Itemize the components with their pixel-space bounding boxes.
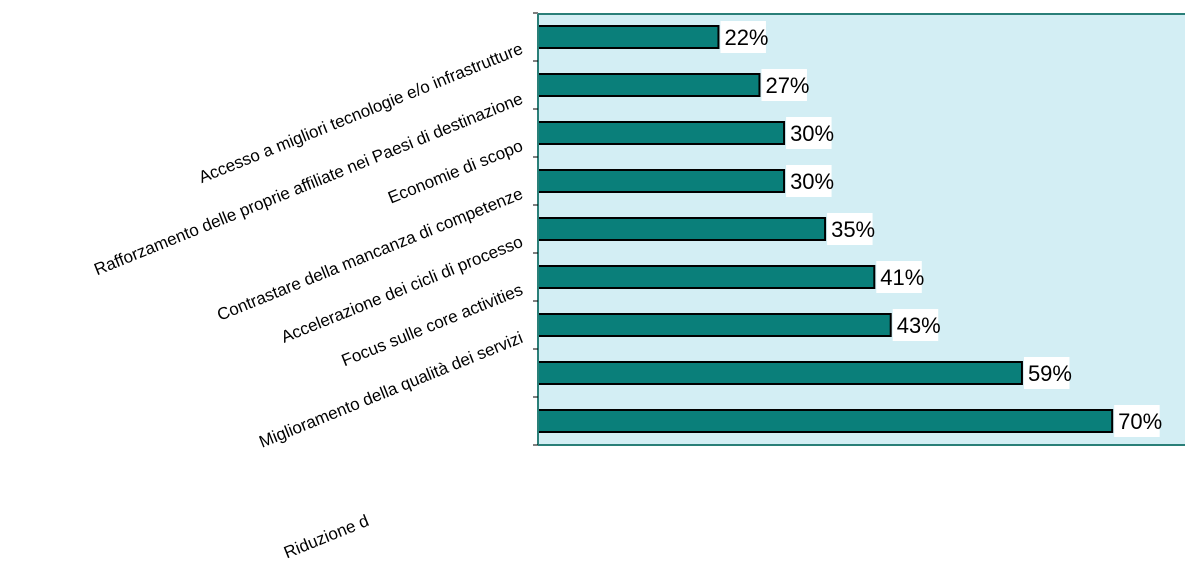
bar — [537, 121, 786, 145]
bar — [537, 25, 720, 49]
value-label-bg — [876, 261, 922, 293]
axes-group — [533, 12, 1185, 446]
bar — [537, 409, 1114, 433]
bar — [537, 361, 1023, 385]
value-labels-group: 22% 27% 30% 30% 35%41% 43% 59% 70% — [720, 21, 1162, 437]
value-label: 30% — [790, 121, 834, 146]
bar — [537, 313, 892, 337]
value-label-bg — [761, 69, 807, 101]
value-label: 22% — [724, 25, 768, 50]
value-label-bg — [786, 117, 832, 149]
value-label-bg — [1114, 405, 1160, 437]
value-label: 59% — [1028, 361, 1072, 386]
value-label: 41% — [880, 265, 924, 290]
value-label-bg — [786, 165, 832, 197]
bar — [537, 217, 827, 241]
value-label: 43% — [897, 313, 941, 338]
value-label-bg — [1023, 357, 1070, 389]
category-labels-group: Accesso a migliori tecnologie e/o infras… — [91, 39, 525, 562]
value-label: 70% — [1118, 409, 1162, 434]
value-label-bg — [720, 21, 766, 53]
value-label-bg — [827, 213, 873, 245]
bar — [537, 73, 761, 97]
category-label: Rafforzamento delle proprie affiliate ne… — [91, 89, 525, 279]
value-label-bg — [892, 309, 939, 341]
value-label: 30% — [790, 169, 834, 194]
value-label: 35% — [831, 217, 875, 242]
category-label: Riduzione d — [281, 511, 371, 562]
value-label: 27% — [765, 73, 809, 98]
bar — [537, 265, 876, 289]
bar — [537, 169, 786, 193]
